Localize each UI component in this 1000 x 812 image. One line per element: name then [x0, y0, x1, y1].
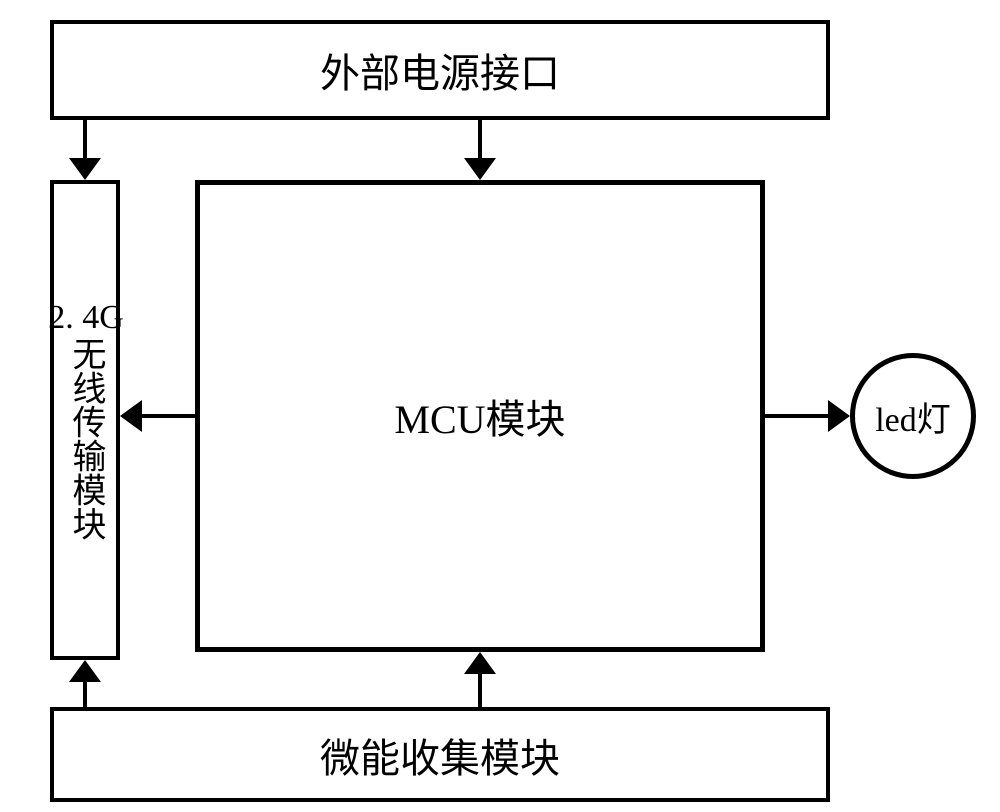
- block-power-label: 外部电源接口: [320, 41, 560, 99]
- block-mcu-label: MCU模块: [394, 387, 565, 445]
- diagram-canvas: 外部电源接口 2. 4G无线传输模块 MCU模块 led灯 微能收集模块: [0, 0, 1000, 812]
- block-wireless: 2. 4G无线传输模块: [50, 180, 120, 660]
- block-led-label: led灯: [875, 392, 951, 441]
- block-mcu: MCU模块: [195, 180, 765, 652]
- block-wireless-label: 2. 4G无线传输模块: [47, 299, 123, 540]
- block-energy-label: 微能收集模块: [320, 726, 560, 784]
- block-power: 外部电源接口: [50, 20, 830, 120]
- block-led: led灯: [850, 353, 976, 479]
- block-energy: 微能收集模块: [50, 707, 830, 802]
